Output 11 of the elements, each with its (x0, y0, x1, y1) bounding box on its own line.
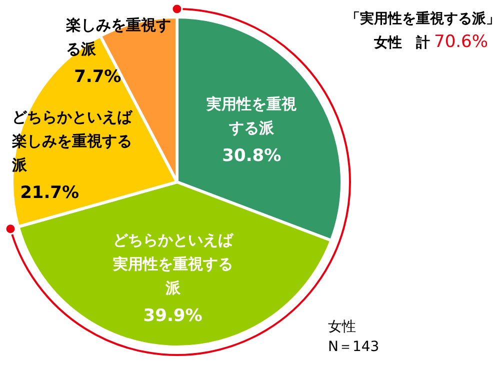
text: 女性 計 (374, 34, 430, 52)
text: 女性 (328, 318, 356, 336)
text: N＝143 (328, 338, 380, 356)
data-label: 7.7% (73, 66, 122, 89)
text: 70.6% (434, 32, 488, 52)
data-label: 21.7% (19, 182, 80, 205)
slice-label: 実用性を重視する派 (206, 94, 298, 140)
slice-label: どちらかといえば実用性を重視する派 (112, 230, 235, 299)
data-label: 30.8% (221, 145, 282, 168)
data-label: 39.9% (142, 304, 204, 328)
text: 「実用性を重視する派」 (346, 10, 500, 28)
